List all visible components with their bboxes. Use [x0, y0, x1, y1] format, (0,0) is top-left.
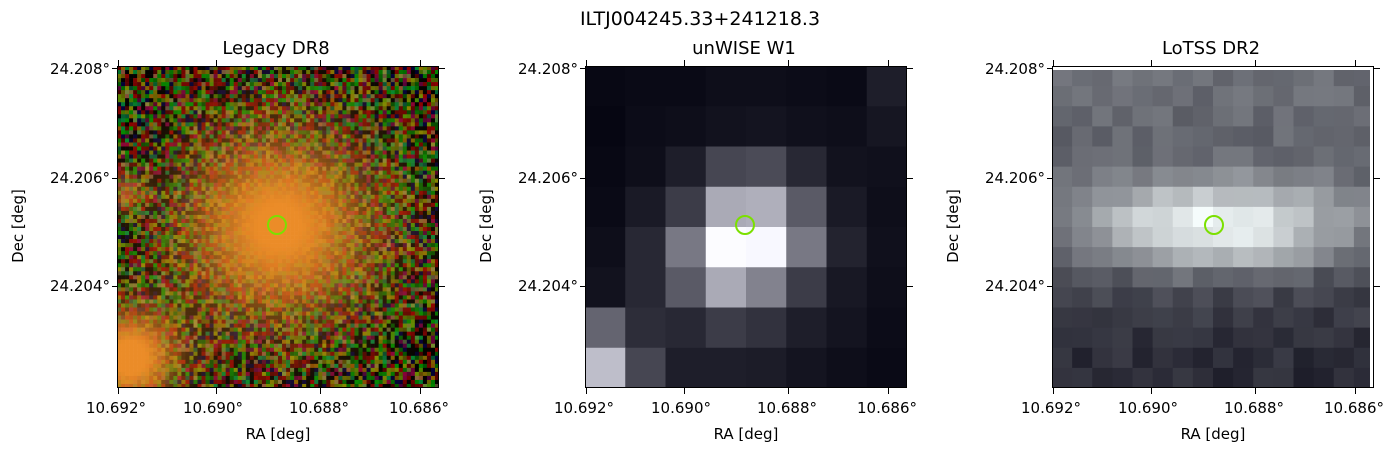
- x-tick-mark: [1053, 60, 1054, 66]
- source-marker: [735, 215, 755, 235]
- image-unwise-w1: [585, 66, 907, 388]
- x-tick-label: 10.688°: [757, 399, 817, 417]
- y-tick-mark: [1374, 68, 1380, 69]
- y-tick-mark: [439, 286, 445, 287]
- y-tick-mark: [1374, 178, 1380, 179]
- y-tick-mark: [1047, 178, 1053, 179]
- x-tick-mark: [1355, 388, 1356, 394]
- x-tick-label: 10.690°: [1118, 399, 1178, 417]
- y-tick-mark: [439, 178, 445, 179]
- y-tick-mark: [1047, 68, 1053, 69]
- x-tick-label: 10.686°: [389, 399, 449, 417]
- y-axis-label: Dec [deg]: [477, 189, 495, 263]
- x-tick-mark: [1053, 388, 1054, 394]
- x-tick-mark: [788, 388, 789, 394]
- x-tick-mark: [1151, 60, 1152, 66]
- x-tick-label: 10.692°: [86, 399, 146, 417]
- x-tick-label: 10.690°: [183, 399, 243, 417]
- x-tick-label: 10.686°: [857, 399, 917, 417]
- x-tick-mark: [888, 388, 889, 394]
- x-tick-label: 10.686°: [1324, 399, 1384, 417]
- x-tick-mark: [586, 388, 587, 394]
- source-marker: [267, 215, 287, 235]
- panel-lotss-dr2: LoTSS DR2 Dec [deg] RA [deg] 24.208° 24.…: [935, 0, 1384, 453]
- y-tick-mark: [439, 68, 445, 69]
- x-tick-mark: [320, 388, 321, 394]
- y-tick-label: 24.204°: [50, 277, 110, 295]
- x-tick-mark: [420, 60, 421, 66]
- x-tick-mark: [118, 60, 119, 66]
- x-tick-label: 10.688°: [1224, 399, 1284, 417]
- x-tick-mark: [1255, 60, 1256, 66]
- x-tick-mark: [216, 60, 217, 66]
- y-tick-mark: [907, 68, 913, 69]
- panel-legacy-dr8: Legacy DR8 Dec [deg] RA [deg] 24.208° 24…: [0, 0, 449, 453]
- cutout-image: [1052, 66, 1374, 388]
- y-tick-mark: [112, 68, 118, 69]
- x-axis-label: RA [deg]: [245, 425, 311, 443]
- x-tick-mark: [1255, 388, 1256, 394]
- y-tick-label: 24.208°: [50, 60, 110, 78]
- y-tick-label: 24.204°: [985, 277, 1045, 295]
- y-tick-mark: [1047, 286, 1053, 287]
- y-tick-mark: [1374, 286, 1380, 287]
- image-lotss-dr2: [1052, 66, 1374, 388]
- x-axis-label: RA [deg]: [713, 425, 779, 443]
- y-tick-mark: [112, 178, 118, 179]
- x-tick-mark: [586, 60, 587, 66]
- x-tick-mark: [684, 388, 685, 394]
- source-marker: [1204, 215, 1224, 235]
- x-tick-mark: [788, 60, 789, 66]
- panel-title: LoTSS DR2: [1161, 38, 1261, 59]
- y-tick-label: 24.206°: [50, 169, 110, 187]
- figure-title: ILTJ004245.33+241218.3: [579, 8, 821, 30]
- x-tick-mark: [118, 388, 119, 394]
- x-tick-mark: [1151, 388, 1152, 394]
- y-axis-label: Dec [deg]: [9, 189, 27, 263]
- y-tick-mark: [580, 286, 586, 287]
- y-tick-label: 24.206°: [985, 169, 1045, 187]
- y-tick-label: 24.204°: [518, 277, 578, 295]
- x-tick-label: 10.692°: [1021, 399, 1081, 417]
- y-tick-mark: [907, 286, 913, 287]
- x-tick-mark: [684, 60, 685, 66]
- image-legacy-dr8: [117, 66, 439, 388]
- x-tick-mark: [1355, 60, 1356, 66]
- cutout-image: [117, 66, 439, 388]
- y-tick-label: 24.208°: [518, 60, 578, 78]
- x-tick-mark: [216, 388, 217, 394]
- y-tick-mark: [580, 68, 586, 69]
- panel-title: Legacy DR8: [222, 38, 330, 59]
- y-tick-mark: [907, 178, 913, 179]
- panel-unwise-w1: unWISE W1 Dec [deg] RA [deg] 24.208° 24.…: [468, 0, 917, 453]
- y-axis-label: Dec [deg]: [944, 189, 962, 263]
- cutout-image: [585, 66, 907, 388]
- x-tick-mark: [420, 388, 421, 394]
- y-tick-label: 24.206°: [518, 169, 578, 187]
- panel-title: unWISE W1: [692, 38, 796, 59]
- y-tick-mark: [112, 286, 118, 287]
- x-axis-label: RA [deg]: [1180, 425, 1246, 443]
- x-tick-mark: [888, 60, 889, 66]
- x-tick-label: 10.690°: [651, 399, 711, 417]
- y-tick-label: 24.208°: [985, 60, 1045, 78]
- x-tick-mark: [320, 60, 321, 66]
- x-tick-label: 10.688°: [289, 399, 349, 417]
- x-tick-label: 10.692°: [554, 399, 614, 417]
- y-tick-mark: [580, 178, 586, 179]
